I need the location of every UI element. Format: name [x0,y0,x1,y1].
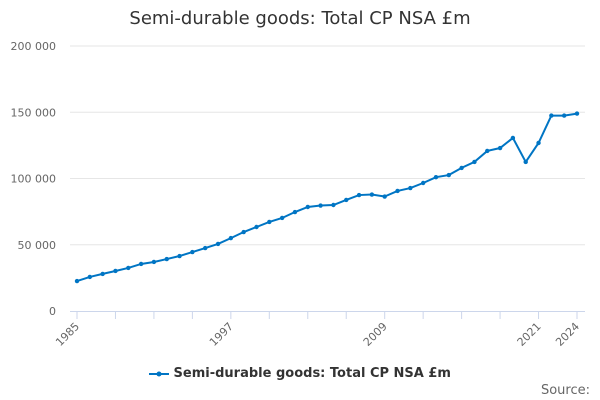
data-point [497,145,503,151]
data-point [87,274,93,280]
data-point [113,268,118,274]
y-tick-label: 150 000 [11,106,57,119]
x-tick-label: 1985 [53,320,82,349]
data-point [485,148,490,154]
series-line [76,112,578,283]
x-tick-label: 2024 [553,320,582,349]
legend-marker-icon [149,371,170,376]
data-point [190,249,195,255]
data-point [100,271,105,277]
data-point [446,172,451,178]
data-point [279,215,285,221]
data-point [164,256,169,262]
data-point [267,219,272,225]
chart-title: Semi-durable goods: Total CP NSA £m [129,8,471,29]
data-point [536,140,541,146]
data-point [74,278,80,284]
data-point [369,192,375,197]
data-point [356,192,362,198]
data-point [203,245,208,251]
data-point [420,180,426,186]
data-point [215,241,221,247]
data-point [472,159,477,165]
data-point [177,253,182,259]
x-tick-label: 2009 [361,320,390,349]
data-point [138,261,144,267]
data-point [408,185,413,191]
data-point [318,203,323,208]
data-point [382,194,387,199]
data-point [126,265,131,271]
legend-item[interactable]: Semi-durable goods: Total CP NSA £m [0,366,600,381]
data-point [228,235,234,241]
data-point [561,113,567,118]
data-point [459,165,464,171]
x-tick-label: 1997 [207,320,236,349]
data-point [305,204,310,210]
x-tick-label: 2021 [515,320,544,349]
data-point [292,209,298,215]
y-tick-label: 50 000 [18,239,57,252]
source-label: Source: [540,383,590,398]
legend-label: Semi-durable goods: Total CP NSA £m [173,366,451,381]
data-point [549,113,554,118]
data-point [151,259,157,265]
data-point [523,159,528,165]
data-point [395,188,400,194]
data-point [344,197,349,203]
y-tick-label: 0 [49,305,56,318]
data-point [510,135,516,141]
y-tick-label: 100 000 [11,173,57,186]
data-point [574,111,580,116]
data-point [241,229,246,235]
y-tick-label: 200 000 [11,40,57,53]
data-point [433,174,439,180]
data-point [331,202,336,208]
data-point [254,224,259,230]
